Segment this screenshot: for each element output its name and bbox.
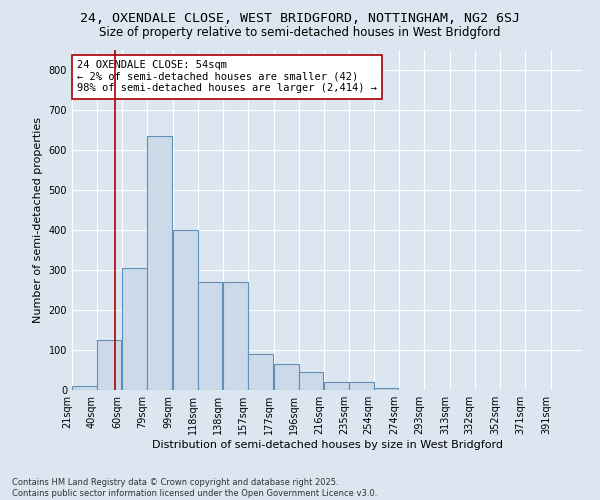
Bar [147, 136, 172, 390]
Text: Size of property relative to semi-detached houses in West Bridgford: Size of property relative to semi-detach… [99, 26, 501, 39]
Bar [248, 354, 272, 390]
Bar [274, 364, 299, 390]
X-axis label: Distribution of semi-detached houses by size in West Bridgford: Distribution of semi-detached houses by … [151, 440, 503, 450]
Bar [97, 340, 121, 390]
Text: 24 OXENDALE CLOSE: 54sqm
← 2% of semi-detached houses are smaller (42)
98% of se: 24 OXENDALE CLOSE: 54sqm ← 2% of semi-de… [77, 60, 377, 94]
Bar [325, 382, 349, 390]
Bar [173, 230, 197, 390]
Bar [72, 386, 97, 390]
Bar [223, 282, 248, 390]
Bar [374, 388, 398, 390]
Bar [122, 268, 147, 390]
Y-axis label: Number of semi-detached properties: Number of semi-detached properties [33, 117, 43, 323]
Bar [197, 282, 222, 390]
Text: 24, OXENDALE CLOSE, WEST BRIDGFORD, NOTTINGHAM, NG2 6SJ: 24, OXENDALE CLOSE, WEST BRIDGFORD, NOTT… [80, 12, 520, 26]
Bar [299, 372, 323, 390]
Bar [349, 382, 374, 390]
Text: Contains HM Land Registry data © Crown copyright and database right 2025.
Contai: Contains HM Land Registry data © Crown c… [12, 478, 377, 498]
